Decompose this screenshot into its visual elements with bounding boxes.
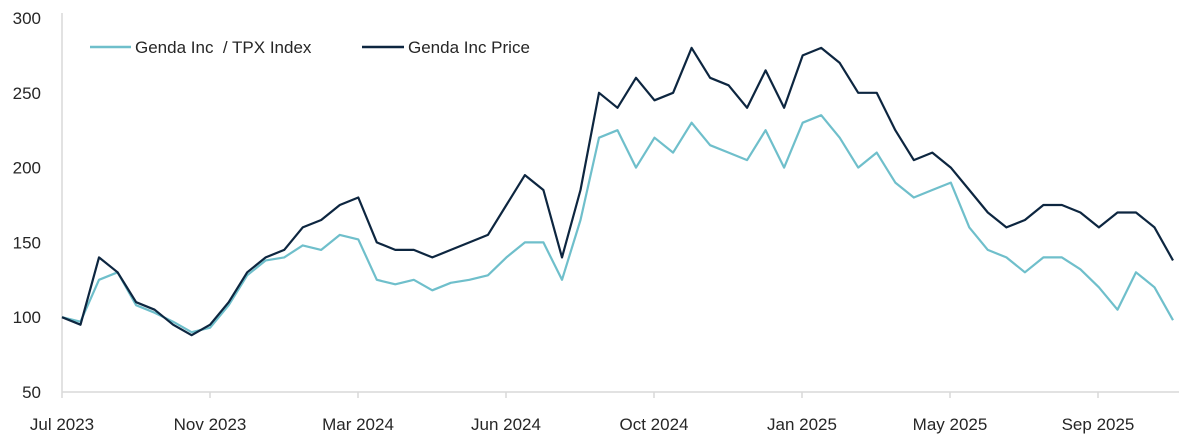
x-axis: Jul 2023 Nov 2023 Mar 2024 Jun 2024 Oct 2024… xyxy=(30,391,1179,434)
legend-label-price: Genda Inc Price xyxy=(408,38,530,57)
y-tick-label: 100 xyxy=(13,308,41,327)
y-tick-label: 300 xyxy=(13,9,41,28)
x-tick-label: Jan 2025 xyxy=(767,415,837,434)
y-tick-label: 50 xyxy=(22,383,41,402)
series-line-price xyxy=(61,46,1174,337)
y-tick-label: 200 xyxy=(13,159,41,178)
series-lines xyxy=(61,46,1174,337)
x-tick-label: Jun 2024 xyxy=(471,415,541,434)
x-tick-label: Jul 2023 xyxy=(30,415,94,434)
x-tick-label: Sep 2025 xyxy=(1062,415,1135,434)
x-tick-label: Oct 2024 xyxy=(620,415,689,434)
legend-label-ratio: Genda Inc / TPX Index xyxy=(135,38,312,57)
y-axis: 50 100 150 200 250 300 xyxy=(13,9,63,402)
series-line-ratio xyxy=(61,114,1174,334)
legend: Genda Inc / TPX Index Genda Inc Price xyxy=(90,38,530,57)
y-tick-label: 250 xyxy=(13,84,41,103)
x-tick-label: Nov 2023 xyxy=(174,415,247,434)
x-tick-label: May 2025 xyxy=(913,415,988,434)
x-tick-label: Mar 2024 xyxy=(322,415,394,434)
y-tick-label: 150 xyxy=(13,233,41,252)
